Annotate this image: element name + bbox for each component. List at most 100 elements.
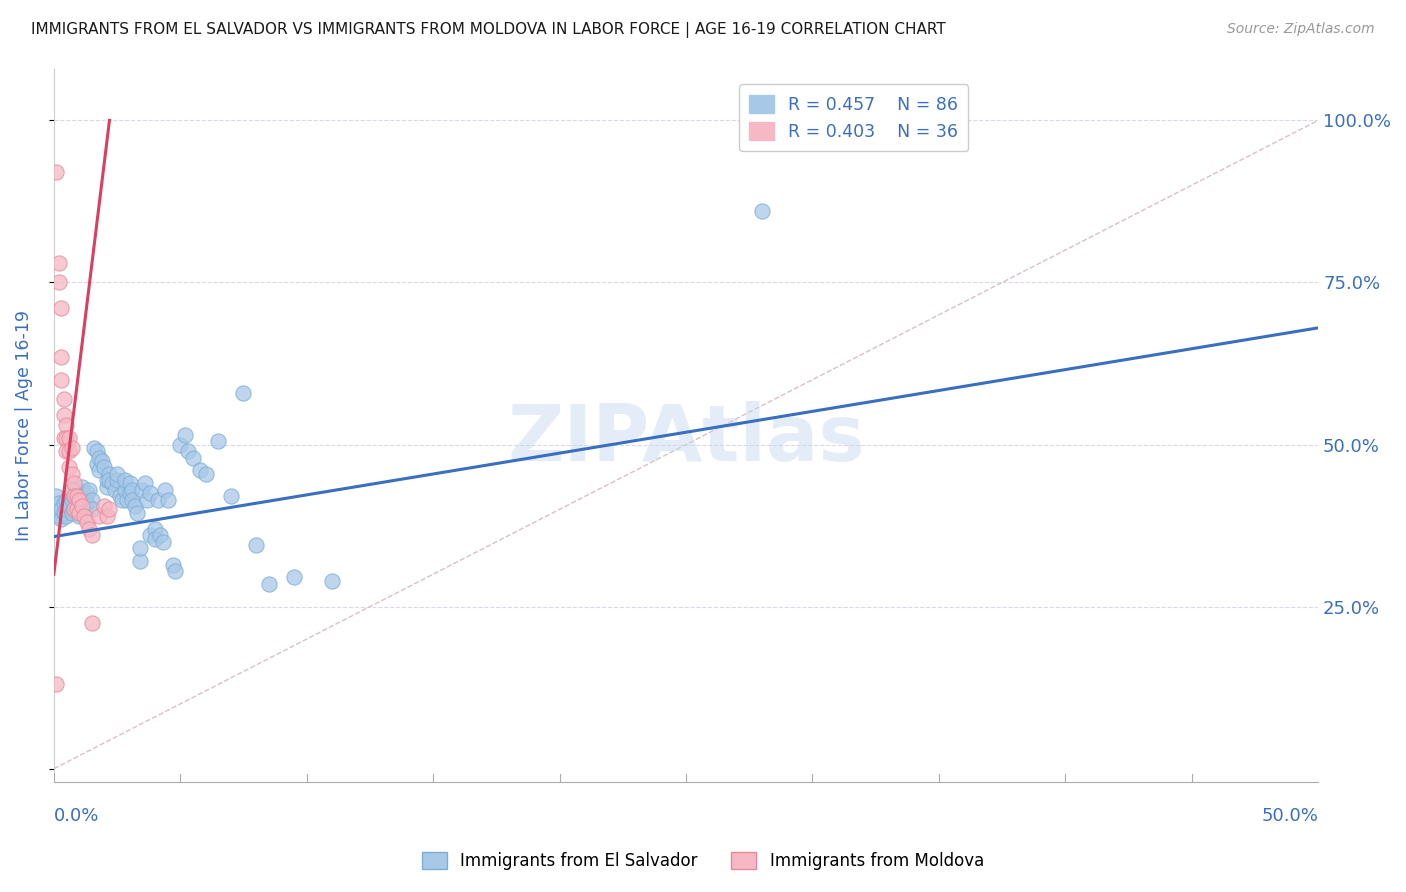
Point [73,502,96,516]
Point [93,499,115,513]
Point [58,460,80,475]
Point [67,492,90,507]
Point [162,558,184,572]
Point [156,492,179,507]
Point [52,431,75,445]
Point [114,473,136,487]
Point [219,490,242,504]
Point [80,502,103,516]
Point [136,492,159,507]
Point [321,574,343,588]
Point [48,508,70,523]
Text: Source: ZipAtlas.com: Source: ZipAtlas.com [1227,22,1375,37]
Point [86,457,108,471]
Point [139,486,162,500]
Point [65,483,87,497]
Point [103,483,125,497]
Point [174,427,197,442]
Point [89,508,111,523]
Point [63,490,86,504]
Point [128,541,150,556]
Point [190,463,212,477]
Point [118,476,141,491]
Point [105,467,128,481]
Point [90,454,112,468]
Point [65,502,87,516]
Point [48,496,70,510]
Point [67,508,90,523]
Point [80,492,103,507]
Point [153,483,176,497]
Point [65,492,87,507]
Point [60,483,83,497]
Point [55,492,77,507]
Point [70,499,93,513]
Point [51,502,73,516]
Point [115,492,138,507]
Point [118,486,141,500]
Point [86,444,108,458]
Point [55,508,77,523]
Point [83,441,105,455]
Point [63,502,86,516]
Point [232,385,254,400]
Point [207,434,229,449]
Point [80,615,103,630]
Point [165,564,187,578]
Point [124,499,146,513]
Point [58,431,80,445]
Point [45,165,67,179]
Point [51,301,73,316]
Legend: Immigrants from El Salvador, Immigrants from Moldova: Immigrants from El Salvador, Immigrants … [415,845,991,877]
Point [134,476,156,491]
Point [98,473,121,487]
Point [283,570,305,584]
Point [60,467,83,481]
Point [146,492,169,507]
Point [60,441,83,455]
Point [108,490,131,504]
Y-axis label: In Labor Force | Age 16-19: In Labor Force | Age 16-19 [15,310,32,541]
Point [67,499,90,513]
Point [143,532,166,546]
Text: IMMIGRANTS FROM EL SALVADOR VS IMMIGRANTS FROM MOLDOVA IN LABOR FORCE | AGE 16-1: IMMIGRANTS FROM EL SALVADOR VS IMMIGRANT… [31,22,946,38]
Point [63,476,86,491]
Point [52,506,75,520]
Point [89,450,111,465]
Point [96,508,118,523]
Point [73,492,96,507]
Point [101,476,124,491]
Point [131,483,153,497]
Point [51,350,73,364]
Point [98,467,121,481]
Point [70,480,93,494]
Point [245,538,267,552]
Point [77,483,100,497]
Point [52,392,75,407]
Point [751,204,773,219]
Point [96,480,118,494]
Point [55,502,77,516]
Point [121,492,143,507]
Point [139,528,162,542]
Point [45,490,67,504]
Point [169,437,191,451]
Point [63,502,86,516]
Point [177,444,200,458]
Point [60,492,83,507]
Point [76,486,98,500]
Legend: R = 0.457    N = 86, R = 0.403    N = 36: R = 0.457 N = 86, R = 0.403 N = 36 [740,85,969,152]
Point [181,450,204,465]
Point [52,409,75,423]
Point [152,534,174,549]
Point [67,506,90,520]
Point [76,496,98,510]
Point [77,522,100,536]
Point [58,499,80,513]
Point [114,483,136,497]
Point [60,483,83,497]
Point [111,492,134,507]
Point [194,467,217,481]
Point [51,373,73,387]
Point [63,490,86,504]
